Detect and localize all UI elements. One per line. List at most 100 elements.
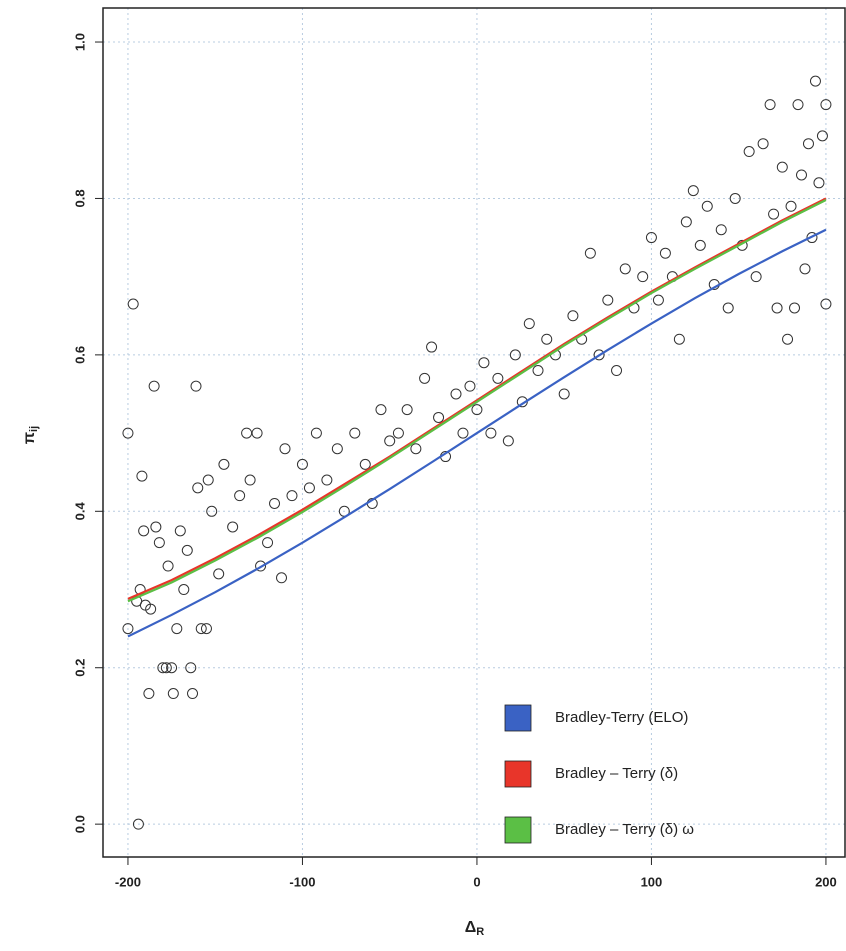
scatter-point	[645, 232, 657, 244]
scatter-point	[162, 560, 174, 572]
legend-swatch	[504, 704, 532, 732]
scatter-point	[227, 521, 239, 533]
scatter-point	[150, 521, 162, 533]
scatter-point	[218, 458, 230, 470]
y-axis-label: πij	[21, 426, 40, 444]
scatter-point	[729, 192, 741, 204]
scatter-point	[234, 490, 246, 502]
scatter-point	[244, 474, 256, 486]
scatter-point	[375, 404, 387, 416]
scatter-point	[276, 572, 288, 584]
scatter-point	[349, 427, 361, 439]
scatter-point	[771, 302, 783, 314]
scatter-point	[722, 302, 734, 314]
scatter-point	[160, 662, 172, 674]
scatter-point	[750, 271, 762, 283]
scatter-point	[813, 177, 825, 189]
scatter-point	[286, 490, 298, 502]
scatter-point	[680, 216, 692, 228]
x-axis-label: ΔR	[465, 919, 485, 938]
scatter-point	[279, 443, 291, 455]
scatter-point	[122, 427, 134, 439]
scatter-point	[185, 662, 197, 674]
legend-swatch	[504, 816, 532, 844]
y-tick-label: 0.8	[72, 189, 87, 207]
scatter-point	[509, 349, 521, 361]
scatter-point	[715, 224, 727, 236]
scatter-point	[262, 537, 274, 549]
scatter-point	[213, 568, 225, 580]
scatter-point	[502, 435, 514, 447]
y-tick-label: 1.0	[72, 33, 87, 51]
scatter-point	[419, 372, 431, 384]
scatter-point	[776, 161, 788, 173]
scatter-point	[145, 603, 157, 615]
fit-line	[127, 197, 827, 600]
scatter-point	[167, 688, 179, 700]
scatter-point	[820, 298, 832, 310]
scatter-point	[789, 302, 801, 314]
scatter-point	[241, 427, 253, 439]
scatter-point	[426, 341, 438, 353]
scatter-point	[806, 232, 818, 244]
scatter-point	[310, 427, 322, 439]
fit-line	[127, 228, 827, 638]
scatter-point	[611, 365, 623, 377]
scatter-point	[673, 333, 685, 345]
y-tick-label: 0.4	[72, 501, 87, 520]
scatter-point	[701, 200, 713, 212]
scatter-point	[206, 505, 218, 517]
scatter-point	[166, 662, 178, 674]
scatter-point	[195, 623, 207, 635]
scatter-point	[181, 544, 193, 556]
scatter-point	[132, 818, 144, 830]
scatter-point	[584, 247, 596, 259]
scatter-point	[694, 239, 706, 251]
scatter-point	[782, 333, 794, 345]
scatter-point	[433, 411, 445, 423]
y-axis-label-sub: ij	[28, 426, 40, 432]
legend-label: Bradley – Terry (δ)	[555, 765, 678, 782]
scatter-point	[471, 404, 483, 416]
scatter-point	[410, 443, 422, 455]
scatter-point	[200, 623, 212, 635]
scatter-point	[532, 365, 544, 377]
scatter-point	[359, 458, 371, 470]
scatter-point	[757, 138, 769, 150]
scatter-point	[303, 482, 315, 494]
scatter-point	[816, 130, 828, 142]
x-tick-label: 0	[473, 874, 480, 889]
scatter-point	[785, 200, 797, 212]
scatter-point	[178, 584, 190, 596]
legend-label: Bradley-Terry (ELO)	[555, 709, 688, 726]
scatter-point	[478, 357, 490, 369]
scatter-point	[384, 435, 396, 447]
y-axis-label-text: π	[21, 432, 38, 444]
scatter-point	[652, 294, 664, 306]
scatter-point	[153, 537, 165, 549]
scatter-point	[602, 294, 614, 306]
scatter-point	[127, 298, 139, 310]
scatter-point	[567, 310, 579, 322]
scatter-point	[768, 208, 780, 220]
scatter-point	[174, 525, 186, 537]
scatter-point	[392, 427, 404, 439]
plot-frame	[102, 7, 846, 858]
scatter-point	[796, 169, 808, 181]
scatter-point	[192, 482, 204, 494]
x-axis-label-sub: R	[476, 926, 484, 938]
scatter-point	[792, 99, 804, 111]
scatter-point	[331, 443, 343, 455]
scatter-point	[457, 427, 469, 439]
x-tick-label: 200	[815, 874, 837, 889]
scatter-point	[187, 688, 199, 700]
y-tick-label: 0.0	[72, 815, 87, 833]
scatter-point	[450, 388, 462, 400]
scatter-point	[619, 263, 631, 275]
scatter-point	[143, 688, 155, 700]
scatter-point	[485, 427, 497, 439]
scatter-point	[401, 404, 413, 416]
scatter-point	[202, 474, 214, 486]
y-tick-label: 0.2	[72, 659, 87, 677]
